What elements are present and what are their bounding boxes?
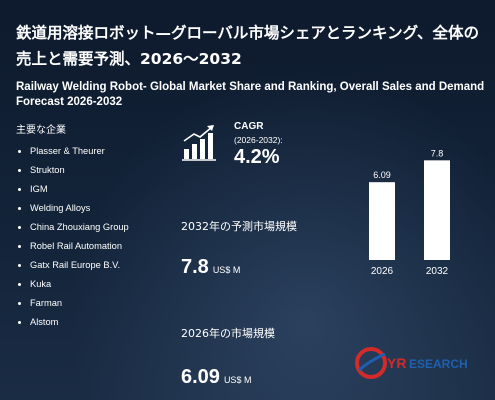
company-item: Kuka bbox=[16, 278, 156, 290]
company-item: Strukton bbox=[16, 164, 156, 176]
logo-globe-swoosh bbox=[358, 352, 386, 372]
company-item: Gatx Rail Europe B.V. bbox=[16, 259, 156, 271]
cagr-label: CAGR bbox=[234, 121, 264, 132]
market-2026-value: 6.09 US$ M bbox=[181, 366, 251, 389]
market-2032-unit: US$ M bbox=[212, 265, 241, 275]
bar-value-label: 6.09 bbox=[373, 170, 391, 180]
logo-text-esearch: ESEARCH bbox=[409, 357, 468, 371]
market-2026-number: 6.09 bbox=[181, 366, 220, 388]
growth-chart-icon-bar bbox=[184, 149, 189, 159]
bar-category-label: 2026 bbox=[371, 266, 394, 277]
company-item: Welding Alloys bbox=[16, 202, 156, 214]
bar-category-label: 2032 bbox=[426, 266, 449, 277]
title-japanese: 鉄道用溶接ロボット—グローバル市場シェアとランキング、全体の売上と需要予測、20… bbox=[16, 24, 479, 68]
market-2026-label: 2026年の市場規模 bbox=[181, 327, 275, 340]
market-2032-label: 2032年の予測市場規模 bbox=[181, 220, 297, 233]
market-size-bar-chart: 6.09 2026 7.8 2032 bbox=[369, 148, 450, 277]
cagr-period: (2026-2032): bbox=[234, 135, 283, 145]
company-list: Plasser & Theurer Strukton IGM Welding Allo… bbox=[16, 145, 156, 335]
growth-chart-icon-bar bbox=[192, 144, 197, 159]
growth-chart-icon-bar bbox=[208, 133, 213, 159]
logo-globe-icon bbox=[355, 347, 387, 379]
market-2032-value: 7.8 US$ M bbox=[181, 256, 240, 279]
growth-chart-icon-arrowhead bbox=[207, 125, 214, 131]
company-item: Alstom bbox=[16, 316, 156, 328]
market-2032-number: 7.8 bbox=[181, 256, 209, 278]
qyresearch-logo: YR ESEARCH bbox=[355, 347, 468, 379]
company-item: China Zhouxiang Group bbox=[16, 221, 156, 233]
growth-chart-icon-bar bbox=[200, 139, 205, 159]
company-item: Robel Rail Automation bbox=[16, 240, 156, 252]
company-item: Plasser & Theurer bbox=[16, 145, 156, 157]
company-item: Farman bbox=[16, 297, 156, 309]
companies-heading: 主要な企業 bbox=[16, 125, 66, 136]
title-english: Railway Welding Robot- Global Market Sha… bbox=[16, 81, 485, 108]
logo-text-yr: YR bbox=[387, 355, 406, 371]
growth-chart-icon-arrow bbox=[183, 126, 213, 142]
bar-2026 bbox=[369, 182, 395, 260]
growth-chart-icon bbox=[182, 125, 216, 161]
cagr-value: 4.2% bbox=[234, 146, 280, 168]
bar-2032 bbox=[424, 160, 450, 260]
bar-value-label: 7.8 bbox=[431, 148, 444, 158]
company-item: IGM bbox=[16, 183, 156, 195]
market-2026-unit: US$ M bbox=[223, 375, 252, 385]
